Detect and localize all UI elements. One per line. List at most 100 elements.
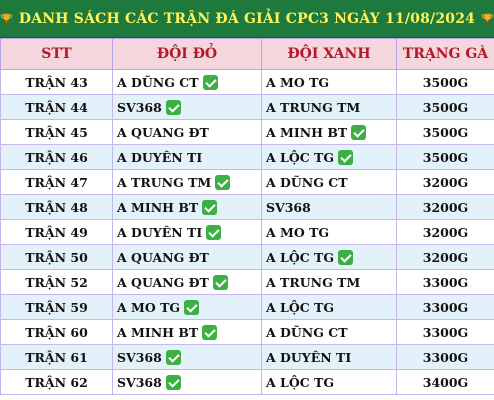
- table-row: TRẬN 50 A QUANG ĐT A LỘC TG 3200G: [0, 244, 494, 270]
- match-number-cell-text: TRẬN 49: [25, 224, 88, 240]
- match-number-cell: TRẬN 50: [0, 244, 113, 270]
- table-row: TRẬN 49 A DUYÊN TI A MO TG 3200G: [0, 219, 494, 245]
- blue-team-cell-text: A DŨNG CT: [266, 174, 348, 190]
- match-number-cell: TRẬN 48: [0, 194, 113, 220]
- match-number-cell: TRẬN 45: [0, 119, 113, 145]
- match-number-cell: TRẬN 43: [0, 69, 113, 95]
- check-mark-icon: [215, 174, 231, 190]
- check-mark-icon: [202, 199, 218, 215]
- red-team-cell: A DUYÊN TI: [112, 144, 262, 170]
- match-number-cell-text: TRẬN 61: [25, 349, 88, 365]
- blue-team-cell: A LỘC TG: [261, 294, 397, 320]
- red-team-cell-text: A MINH BT: [117, 324, 199, 340]
- blue-team-cell-text: A TRUNG TM: [266, 274, 361, 290]
- table-row: TRẬN 44 SV368 A TRUNG TM 3500G: [0, 94, 494, 120]
- weight-cell-text: 3200G: [422, 199, 469, 215]
- blue-team-cell: A TRUNG TM: [261, 94, 397, 120]
- weight-cell: 3300G: [396, 319, 494, 345]
- check-mark-icon: [351, 124, 367, 140]
- blue-team-cell-text: A LỘC TG: [266, 374, 335, 390]
- red-team-cell: A TRUNG TM: [112, 169, 262, 195]
- red-team-cell: A QUANG ĐT: [112, 119, 262, 145]
- red-team-cell: A DUYÊN TI: [112, 219, 262, 245]
- page-title: DANH SÁCH CÁC TRẬN ĐÁ GIẢI CPC3 NGÀY 11/…: [18, 10, 476, 27]
- red-team-cell-text: A QUANG ĐT: [117, 124, 209, 140]
- red-team-cell: A MINH BT: [112, 194, 262, 220]
- blue-team-cell-text: A LỘC TG: [266, 149, 335, 165]
- red-team-cell-text: A QUANG ĐT: [117, 274, 209, 290]
- match-number-cell-text: TRẬN 62: [25, 374, 88, 390]
- blue-team-cell: A LỘC TG: [261, 244, 397, 270]
- check-mark-icon: [202, 324, 218, 340]
- red-team-cell-text: A DŨNG CT: [117, 74, 199, 90]
- weight-cell-text: 3200G: [422, 174, 469, 190]
- table-row: TRẬN 52 A QUANG ĐT A TRUNG TM 3300G: [0, 269, 494, 295]
- red-team-cell: A QUANG ĐT: [112, 244, 262, 270]
- weight-cell-text: 3300G: [422, 324, 469, 340]
- match-number-cell-text: TRẬN 50: [25, 249, 88, 265]
- weight-cell: 3300G: [396, 294, 494, 320]
- title-bar: DANH SÁCH CÁC TRẬN ĐÁ GIẢI CPC3 NGÀY 11/…: [0, 0, 494, 38]
- blue-team-cell: A MO TG: [261, 219, 397, 245]
- red-team-cell: SV368: [112, 369, 262, 395]
- weight-cell: 3400G: [396, 369, 494, 395]
- weight-cell-text: 3300G: [422, 299, 469, 315]
- red-team-cell: SV368: [112, 344, 262, 370]
- blue-team-cell-text: A DUYÊN TI: [266, 349, 352, 365]
- trophy-icon: [481, 13, 494, 24]
- red-team-cell-text: A DUYÊN TI: [117, 149, 203, 165]
- red-team-cell-text: A QUANG ĐT: [117, 249, 209, 265]
- blue-team-cell: A DUYÊN TI: [261, 344, 397, 370]
- blue-team-cell-text: A MINH BT: [266, 124, 348, 140]
- table-row: TRẬN 59 A MO TG A LỘC TG 3300G: [0, 294, 494, 320]
- column-header-weight: TRẠNG GÀ: [396, 38, 494, 70]
- match-number-cell-text: TRẬN 59: [25, 299, 88, 315]
- red-team-cell-text: A MINH BT: [117, 199, 199, 215]
- weight-cell-text: 3300G: [422, 274, 469, 290]
- blue-team-cell-text: A MO TG: [266, 74, 330, 90]
- weight-cell-text: 3200G: [422, 224, 469, 240]
- check-mark-icon: [165, 374, 181, 390]
- red-team-cell: A DŨNG CT: [112, 69, 262, 95]
- red-team-cell-text: A DUYÊN TI: [117, 224, 203, 240]
- blue-team-cell: A MINH BT: [261, 119, 397, 145]
- weight-cell-text: 3500G: [422, 99, 469, 115]
- weight-cell: 3500G: [396, 119, 494, 145]
- match-number-cell-text: TRẬN 60: [25, 324, 88, 340]
- match-number-cell: TRẬN 47: [0, 169, 113, 195]
- match-number-cell-text: TRẬN 43: [25, 74, 88, 90]
- blue-team-cell-text: A TRUNG TM: [266, 99, 361, 115]
- weight-cell-text: 3500G: [422, 149, 469, 165]
- weight-cell: 3300G: [396, 344, 494, 370]
- weight-cell: 3500G: [396, 144, 494, 170]
- table-row: TRẬN 43 A DŨNG CT A MO TG 3500G: [0, 69, 494, 95]
- check-mark-icon: [338, 149, 354, 165]
- match-number-cell-text: TRẬN 47: [25, 174, 88, 190]
- weight-cell: 3200G: [396, 169, 494, 195]
- weight-cell-text: 3300G: [422, 349, 469, 365]
- check-mark-icon: [212, 274, 228, 290]
- weight-cell: 3500G: [396, 69, 494, 95]
- weight-cell-text: 3200G: [422, 249, 469, 265]
- weight-cell: 3200G: [396, 219, 494, 245]
- blue-team-cell-text: SV368: [266, 199, 311, 215]
- blue-team-cell: SV368: [261, 194, 397, 220]
- column-header-blue-team: ĐỘI XANH: [261, 38, 397, 70]
- red-team-cell-text: SV368: [117, 374, 162, 390]
- weight-cell-text: 3500G: [422, 74, 469, 90]
- check-mark-icon: [202, 74, 218, 90]
- check-mark-icon: [184, 299, 200, 315]
- trophy-icon: [0, 13, 13, 24]
- check-mark-icon: [338, 249, 354, 265]
- blue-team-cell: A LỘC TG: [261, 144, 397, 170]
- table-row: TRẬN 60 A MINH BT A DŨNG CT 3300G: [0, 319, 494, 345]
- check-mark-icon: [165, 349, 181, 365]
- red-team-cell: SV368: [112, 94, 262, 120]
- table-row: TRẬN 47 A TRUNG TM A DŨNG CT 3200G: [0, 169, 494, 195]
- red-team-cell-text: SV368: [117, 99, 162, 115]
- weight-cell-text: 3500G: [422, 124, 469, 140]
- match-number-cell-text: TRẬN 45: [25, 124, 88, 140]
- weight-cell: 3500G: [396, 94, 494, 120]
- match-number-cell: TRẬN 52: [0, 269, 113, 295]
